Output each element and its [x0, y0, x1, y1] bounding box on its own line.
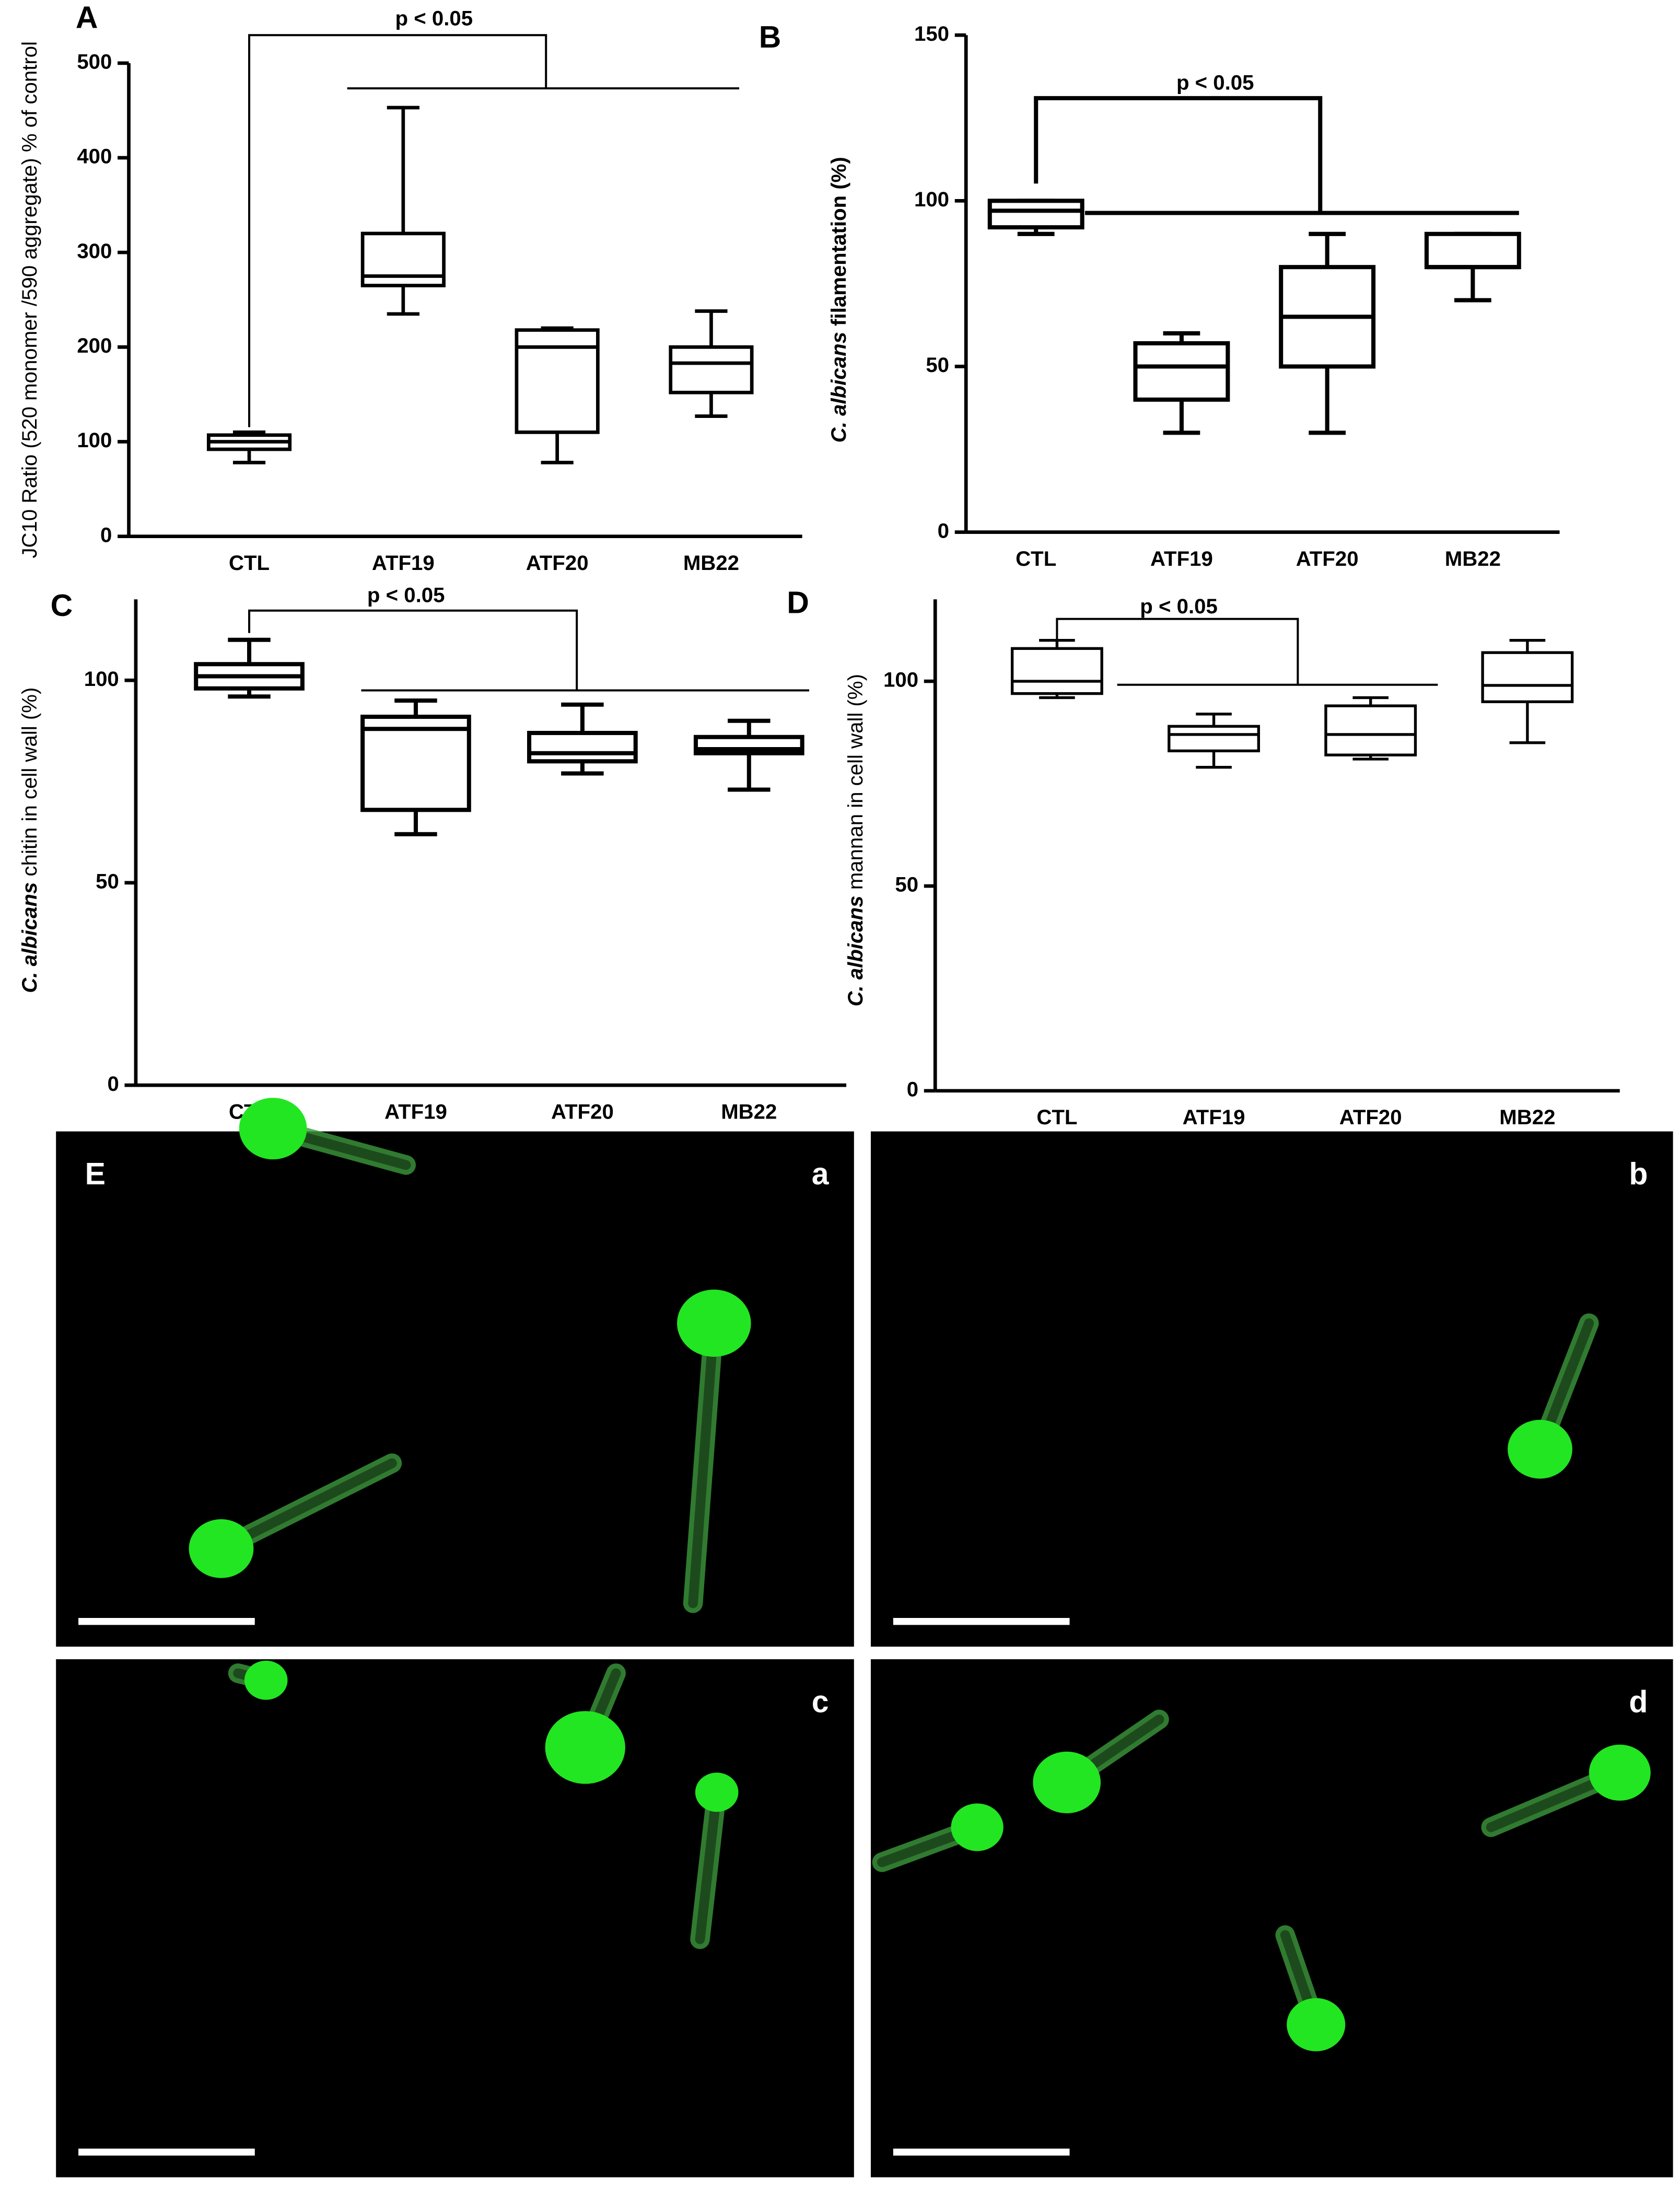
y-tick-label: 100: [77, 428, 112, 452]
micrograph: [56, 1659, 854, 2177]
box: [1168, 725, 1260, 753]
y-tick-label: 100: [84, 667, 119, 691]
box: [987, 199, 1084, 230]
label-text: mannan in cell wall (%): [844, 674, 867, 890]
box: [669, 345, 754, 394]
y-tick-label: 0: [938, 519, 949, 542]
box: [1481, 651, 1574, 703]
x-tick-label: ATF20: [1339, 1105, 1402, 1129]
significance-bracket: [1034, 96, 1323, 213]
cell: [545, 1711, 625, 1784]
y-tick-label: 200: [77, 334, 112, 357]
y-tick-label: 150: [914, 22, 949, 45]
panel-label: C: [51, 589, 73, 623]
panel-label: D: [787, 586, 809, 620]
label-text: chitin in cell wall (%): [18, 688, 41, 877]
cell: [239, 1098, 307, 1160]
label-text: JC10 Ratio (520 monomer /590 aggregate) …: [18, 41, 41, 558]
cell: [1033, 1751, 1101, 1813]
y-tick-label: 100: [883, 668, 918, 692]
species-name: C. albicans: [18, 882, 41, 993]
annotation: p < 0.05: [1176, 71, 1254, 95]
x-tick-label: CTL: [1036, 1105, 1077, 1129]
y-tick-label: 300: [77, 239, 112, 263]
micrograph: [870, 1659, 1673, 2177]
significance-bracket: [1056, 618, 1299, 685]
y-tick-label: 0: [907, 1078, 918, 1101]
y-axis-label: C. albicans filamentation (%): [827, 157, 850, 442]
y-tick-label: 400: [77, 145, 112, 168]
panel-label: A: [76, 1, 98, 34]
image-label: d: [1629, 1685, 1648, 1719]
x-tick-label: MB22: [721, 1100, 777, 1123]
x-tick-label: CTL: [1016, 547, 1056, 570]
micrograph: [870, 1131, 1673, 1647]
cell: [189, 1519, 254, 1578]
panel-label: B: [759, 20, 781, 54]
significance-bracket: [248, 609, 578, 691]
x-tick-label: CTL: [229, 551, 270, 575]
annotation: p < 0.05: [367, 584, 445, 607]
cell: [1589, 1744, 1651, 1801]
y-axis-label: C. albicans chitin in cell wall (%): [18, 688, 41, 993]
y-tick-label: 0: [100, 523, 112, 546]
box: [360, 715, 471, 812]
box: [1010, 647, 1103, 695]
annotation: p < 0.05: [395, 6, 473, 30]
cell: [695, 1773, 739, 1812]
micrograph: [56, 1131, 854, 1647]
cell: [244, 1660, 288, 1700]
y-tick-label: 500: [77, 50, 112, 73]
significance-bracket: [248, 34, 547, 427]
x-tick-label: MB22: [683, 551, 739, 575]
cell: [1287, 1998, 1346, 2052]
space: [844, 890, 867, 895]
x-tick-label: MB22: [1445, 547, 1501, 570]
species-name: C. albicans: [844, 895, 867, 1006]
y-axis-label: JC10 Ratio (520 monomer /590 aggregate) …: [18, 41, 41, 558]
y-axis-label: C. albicans mannan in cell wall (%): [844, 674, 867, 1007]
cell: [951, 1803, 1004, 1851]
y-tick-label: 0: [107, 1072, 119, 1096]
box: [527, 730, 638, 764]
image-label: a: [812, 1157, 830, 1191]
hypha-core: [216, 1458, 397, 1554]
hypha-core: [688, 1318, 719, 1609]
space: [827, 326, 850, 332]
image-label: c: [812, 1685, 829, 1719]
x-tick-label: ATF19: [372, 551, 435, 575]
y-tick-label: 50: [926, 353, 949, 377]
hypha-core: [695, 1787, 722, 1944]
x-tick-label: ATF20: [526, 551, 589, 575]
cell: [1508, 1419, 1572, 1479]
label-text: filamentation (%): [827, 157, 850, 326]
box: [1324, 704, 1417, 756]
x-tick-label: ATF19: [1150, 547, 1213, 570]
y-tick-label: 100: [914, 188, 949, 211]
species-name: C. albicans: [827, 332, 850, 442]
x-tick-label: ATF19: [1183, 1105, 1245, 1129]
x-tick-label: MB22: [1499, 1105, 1555, 1129]
cell: [677, 1289, 751, 1357]
x-tick-label: ATF20: [1296, 547, 1359, 570]
box: [1133, 341, 1230, 402]
annotation: p < 0.05: [1140, 595, 1218, 618]
space: [18, 876, 41, 882]
x-tick-label: ATF19: [384, 1100, 447, 1123]
image-label: b: [1629, 1157, 1648, 1191]
x-tick-label: ATF20: [551, 1100, 614, 1123]
y-tick-label: 50: [895, 873, 918, 896]
panel-label: E: [85, 1157, 106, 1191]
box: [1424, 231, 1521, 270]
y-tick-label: 50: [96, 869, 119, 893]
